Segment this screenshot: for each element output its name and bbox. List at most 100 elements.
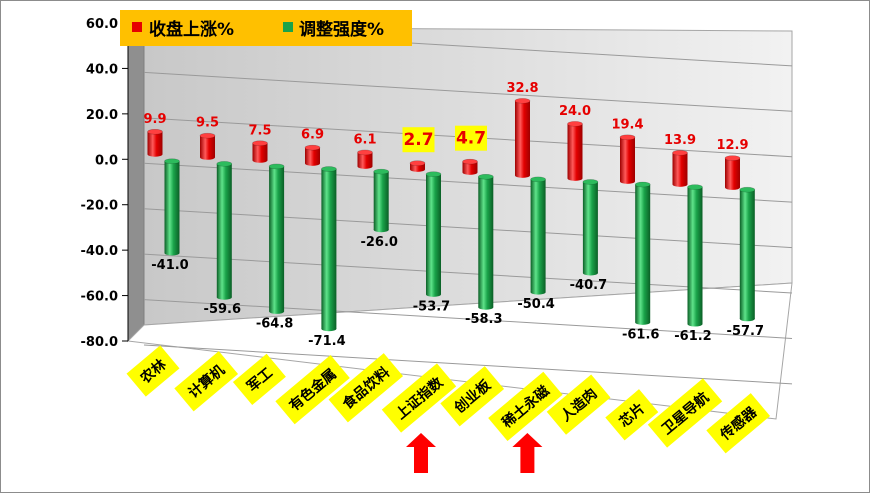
adjust-bar-body [373,171,389,230]
adjust-value-label: -50.4 [517,297,554,312]
adjust-bar [530,176,546,295]
category-label-bg [546,374,611,435]
rise-value-label: 2.7 [403,130,433,150]
rise-bar-cap [304,144,321,151]
category-label: 军工 [232,353,286,406]
rise-bar-base [567,175,583,181]
legend-label-adjust: 调整强度% [299,19,384,40]
legend-label-rise: 收盘上涨% [149,19,234,40]
adjust-bar-base [321,326,337,332]
highlight-value-box [402,127,435,153]
adjust-bar [321,166,337,332]
rise-bar-body [462,161,478,173]
adjust-bar-cap [373,168,390,175]
adjust-bar-body [426,174,441,295]
y-tick-label: -80.0 [81,335,118,350]
adjust-bar [268,163,285,314]
rise-bar-base [620,178,635,184]
rise-bar-cap [199,132,216,139]
chart-side-wall [127,22,145,343]
adjust-bar-base [426,291,441,297]
rise-bar-body [357,152,373,167]
adjust-bar-cap [477,173,494,180]
rise-value-label: 6.1 [353,132,376,147]
y-tick-label: -20.0 [81,199,118,214]
rise-bar [199,132,216,160]
rise-bar-base [725,184,740,190]
category-label-bg [605,389,659,441]
legend-swatch-adjust [283,22,293,32]
rise-bar-cap [567,121,583,127]
y-tick-label: -40.0 [81,244,118,259]
gridline [143,71,793,112]
adjust-bar-base [373,227,389,233]
adjust-bar-base [478,304,494,310]
rise-bar-body [410,163,425,170]
rise-bar-cap [619,134,636,141]
adjust-bar-body [269,166,285,312]
adjust-bar-base [635,319,651,325]
rise-bar-cap [462,158,478,165]
adjust-bar-cap [634,181,651,188]
rise-value-label: 9.9 [143,112,166,127]
category-label: 芯片 [605,389,659,441]
adjust-value-label: -57.7 [727,324,764,339]
rise-bar-base [515,172,530,178]
category-label-bg [381,363,457,433]
adjust-bar-body [530,179,546,293]
adjust-value-label: -59.6 [204,302,241,317]
adjust-bar-cap [321,166,337,172]
gridline [143,299,793,339]
adjust-bar-cap [530,176,546,183]
adjust-value-label: -41.0 [151,258,188,273]
adjust-bar-cap [425,171,442,178]
rise-bar-body [620,137,635,182]
adjust-value-label: -61.2 [674,329,711,344]
adjust-bar-body [321,169,337,329]
highlight-value-box [455,125,487,151]
rise-bar-cap [147,128,163,135]
adjust-value-label: -61.6 [622,327,659,342]
adjust-bar [739,186,756,322]
category-label-bg [706,393,771,454]
rise-bar-cap [357,149,373,156]
rise-bar-base [305,160,320,166]
adjust-bar-body [478,176,494,308]
rise-bar [619,134,636,184]
rise-bar-cap [409,160,426,167]
category-label-bg [440,366,505,427]
rise-value-label: 32.8 [506,81,538,96]
gridline [143,208,793,249]
rise-value-label: 9.5 [196,116,219,131]
rise-value-label: 19.4 [611,117,643,132]
adjust-bar [687,184,703,327]
rise-bar [252,140,268,163]
adjust-bar-base [216,294,232,300]
adjust-bar [216,161,233,300]
y-tick-label: 0.0 [95,153,118,168]
category-label-bg [328,353,404,423]
rise-bar [409,160,426,172]
adjust-bar-base [164,250,180,256]
adjust-bar-cap [216,161,233,167]
adjust-bar [164,158,180,256]
rise-bar-cap [514,98,531,104]
rise-bar-body [725,158,740,188]
rise-bar [304,144,321,166]
adjust-bar-body [687,187,703,325]
category-label: 创业板 [440,366,505,427]
legend-bg [120,10,412,46]
rise-value-label: 24.0 [559,104,591,119]
category-label-bg [275,354,350,425]
rise-value-label: 13.9 [664,133,696,148]
rise-bar-body [305,147,320,164]
rise-bar [147,128,163,157]
category-label-bg [174,351,239,412]
adjust-bar [425,171,442,297]
y-tick-label: 40.0 [86,62,118,77]
rise-bar-body [515,100,530,176]
y-tick-label: -60.0 [81,290,118,305]
adjust-bar-cap [582,179,599,185]
